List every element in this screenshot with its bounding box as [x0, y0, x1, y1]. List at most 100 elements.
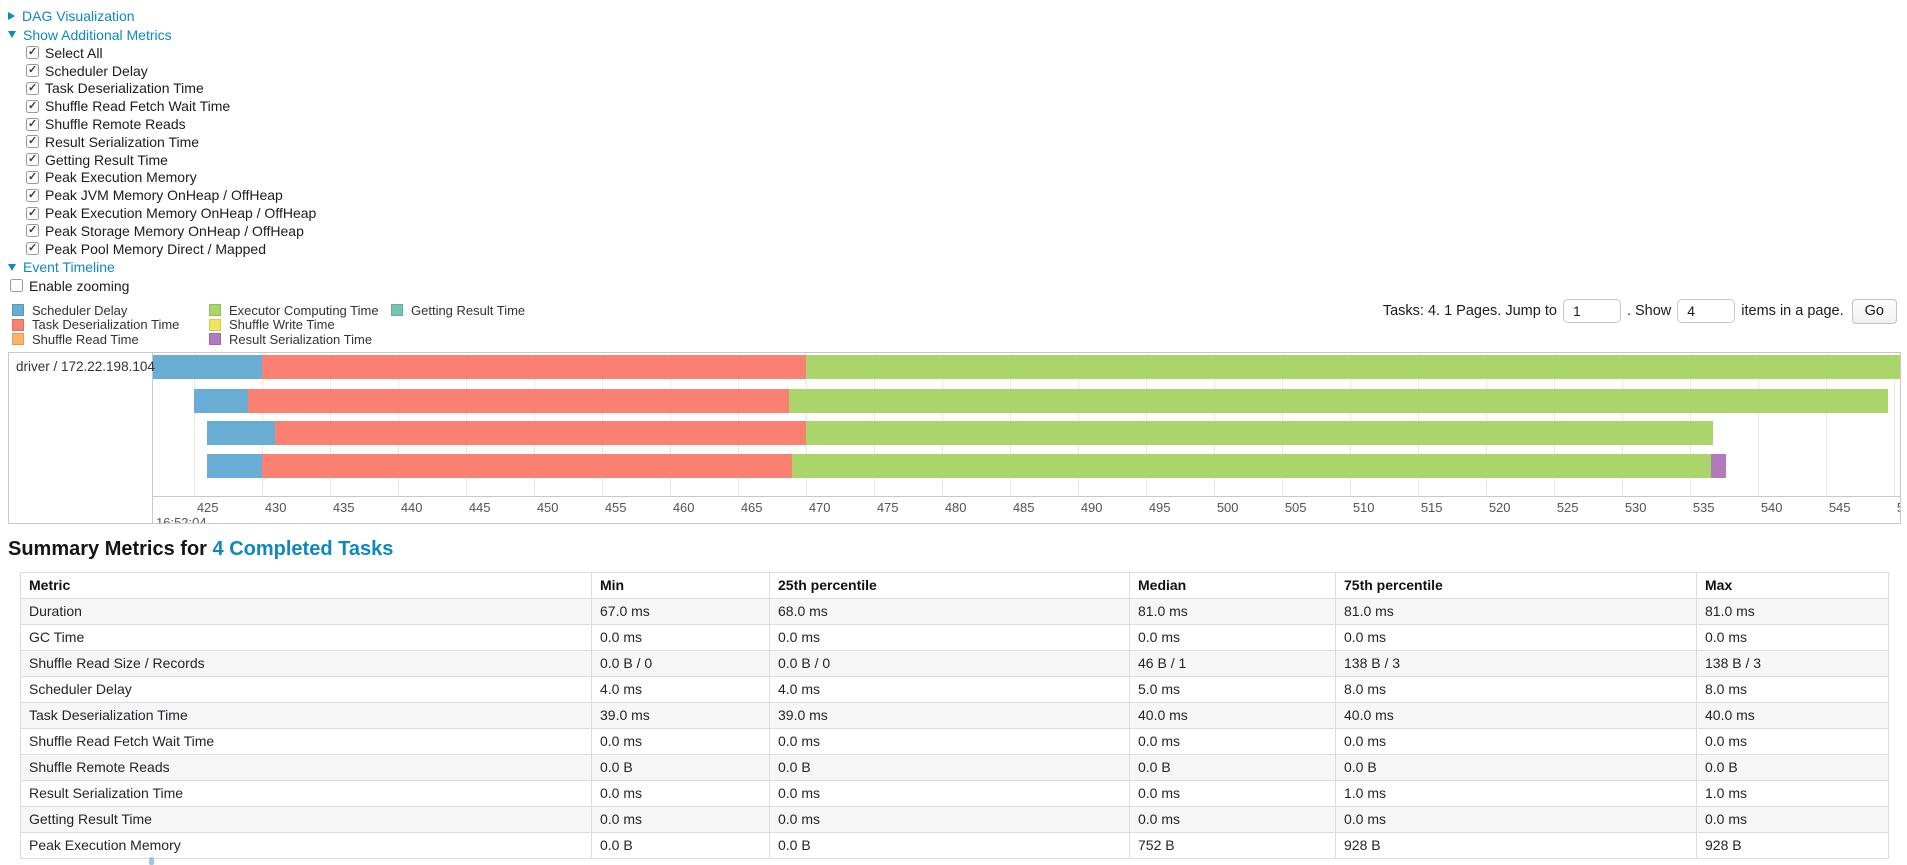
metric-value-cell: 8.0 ms [1696, 676, 1889, 703]
table-row: Result Serialization Time 0.0 ms 0.0 ms 0.0… [20, 780, 1889, 807]
legend-label: Result Serialization Time [229, 331, 373, 347]
table-row: Peak Execution Memory 0.0 B 0.0 B 752 B 928 … [20, 832, 1889, 859]
metric-checkbox[interactable] [26, 117, 39, 131]
metric-checkbox-label: Result Serialization Time [45, 133, 200, 150]
task-bar-segment[interactable] [275, 421, 806, 445]
legend-column: Scheduler Delay Task Deserialization Time… [12, 303, 209, 347]
metric-value-cell: 1.0 ms [1696, 780, 1889, 807]
axis-tick-label: 455 [604, 500, 627, 515]
legend-column: Getting Result Time [391, 303, 525, 347]
metric-checkbox[interactable] [26, 241, 39, 256]
metric-value-cell: 0.0 ms [1696, 806, 1889, 833]
metric-value-cell: 0.0 B / 0 [591, 650, 770, 677]
tasks-count-label: Tasks: 4. 1 Pages. Jump to [1382, 303, 1557, 319]
metric-checkbox[interactable] [26, 134, 39, 149]
metric-checkbox-label: Peak Pool Memory Direct / Mapped [45, 240, 266, 257]
metric-name-cell: Result Serialization Time [20, 780, 592, 807]
task-bar-segment[interactable] [805, 355, 1900, 379]
axis-tick-label: 515 [1420, 500, 1443, 515]
table-header-cell: Metric [20, 572, 592, 599]
task-bar-segment[interactable] [1711, 454, 1727, 478]
items-per-page-input[interactable] [1677, 299, 1736, 323]
metric-value-cell: 68.0 ms [769, 598, 1130, 625]
metric-value-cell: 4.0 ms [769, 676, 1130, 703]
metric-checkbox-label: Peak Execution Memory [45, 169, 197, 186]
task-bar-segment[interactable] [207, 454, 262, 478]
legend-column: Executor Computing Time Shuffle Write Tim… [209, 303, 391, 347]
metric-checkbox[interactable] [26, 206, 39, 220]
metric-checkbox-row: Shuffle Remote Reads [26, 115, 316, 133]
enable-zooming-checkbox[interactable] [10, 279, 23, 293]
task-bar-segment[interactable] [261, 355, 806, 379]
gridline [1757, 353, 1759, 496]
metric-checkbox[interactable] [26, 99, 39, 113]
task-bar-segment[interactable] [789, 389, 1889, 413]
metric-value-cell: 40.0 ms [1335, 702, 1697, 729]
dag-visualization-toggle[interactable]: DAG Visualization [8, 6, 316, 25]
axis-tick-label: 470 [808, 500, 831, 515]
task-bar-segment[interactable] [261, 454, 793, 478]
metric-checkbox-label: Scheduler Delay [45, 62, 148, 79]
completed-tasks-link[interactable]: 4 Completed Tasks [212, 538, 394, 560]
metric-checkbox[interactable] [26, 45, 39, 60]
metric-value-cell: 81.0 ms [1335, 598, 1697, 625]
metric-checkbox[interactable] [26, 223, 39, 238]
jump-to-page-input[interactable] [1562, 299, 1621, 323]
task-bar-segment[interactable] [207, 421, 276, 445]
axis-tick-label: 545 [1828, 500, 1851, 515]
legend-item: Executor Computing Time [209, 303, 391, 318]
task-pagination: Tasks: 4. 1 Pages. Jump to . Show items … [1383, 297, 1897, 325]
axis-tick-label: 540 [1760, 500, 1783, 515]
metric-checkbox-label: Getting Result Time [45, 151, 168, 168]
metric-value-cell: 40.0 ms [1696, 702, 1889, 729]
metric-value-cell: 46 B / 1 [1129, 650, 1336, 677]
axis-tick-label: 510 [1352, 500, 1375, 515]
metric-checkbox[interactable] [26, 152, 39, 167]
go-button[interactable]: Go [1851, 298, 1897, 324]
metric-name-cell: Shuffle Read Size / Records [20, 650, 592, 677]
task-bar-segment[interactable] [248, 389, 790, 413]
metric-value-cell: 0.0 ms [769, 806, 1130, 833]
metric-checkbox[interactable] [26, 81, 39, 95]
task-bar-segment[interactable] [193, 389, 249, 413]
dag-visualization-label: DAG Visualization [22, 7, 135, 24]
metric-value-cell: 138 B / 3 [1335, 650, 1697, 677]
show-additional-metrics-toggle[interactable]: Show Additional Metrics [8, 25, 316, 44]
metric-name-cell: Duration [20, 598, 592, 625]
expanded-arrow-icon [8, 263, 16, 271]
metric-value-cell: 0.0 ms [769, 780, 1130, 807]
table-header-cell: 75th percentile [1335, 572, 1697, 599]
legend-color-swatch-icon [391, 304, 403, 317]
metric-value-cell: 81.0 ms [1696, 598, 1889, 625]
axis-tick-label: 520 [1488, 500, 1511, 515]
metric-value-cell: 928 B [1335, 832, 1697, 859]
task-bar-segment[interactable] [152, 355, 262, 379]
task-bar-segment[interactable] [805, 421, 1713, 445]
metric-value-cell: 0.0 ms [1129, 624, 1336, 651]
legend-color-swatch-icon [209, 333, 221, 346]
legend-color-swatch-icon [12, 304, 24, 317]
metric-value-cell: 0.0 B [1129, 754, 1336, 781]
legend-item: Scheduler Delay [12, 303, 209, 318]
metric-value-cell: 0.0 ms [1335, 728, 1697, 755]
metric-value-cell: 0.0 ms [1696, 728, 1889, 755]
metric-checkbox[interactable] [26, 63, 39, 78]
metric-checkbox[interactable] [26, 170, 39, 184]
table-header-cell: Median [1129, 572, 1336, 599]
legend-label: Task Deserialization Time [32, 317, 180, 333]
axis-tick-label: 535 [1692, 500, 1715, 515]
table-row: Getting Result Time 0.0 ms 0.0 ms 0.0 ms 0.0… [20, 806, 1889, 833]
stage-controls: DAG Visualization Show Additional Metric… [8, 6, 316, 295]
timeline-legend: Scheduler Delay Task Deserialization Time… [12, 303, 525, 347]
event-timeline-toggle[interactable]: Event Timeline [8, 258, 316, 277]
axis-tick-label: 505 [1284, 500, 1307, 515]
metric-checkbox-label: Shuffle Read Fetch Wait Time [45, 98, 231, 115]
gridline [193, 353, 195, 496]
axis-tick-label: 425 [196, 500, 219, 515]
metric-value-cell: 0.0 ms [591, 728, 770, 755]
table-header-cell: 25th percentile [769, 572, 1130, 599]
metric-checkbox[interactable] [26, 188, 39, 202]
axis-tick-label: 460 [672, 500, 695, 515]
task-bar-segment[interactable] [792, 454, 1712, 478]
